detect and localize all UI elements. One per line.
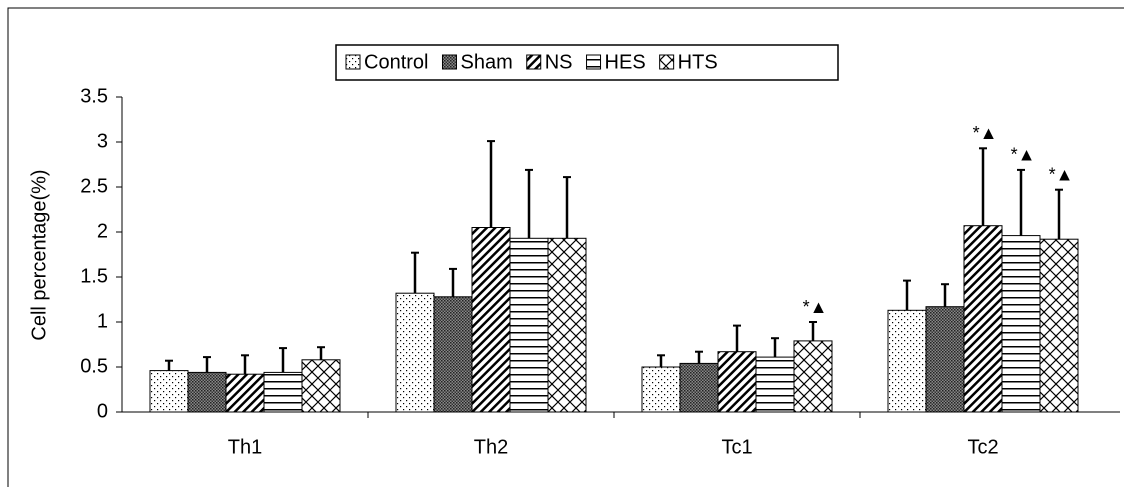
- bar: [301, 359, 341, 413]
- y-tick-label: 3: [97, 130, 108, 152]
- bar: [547, 237, 587, 413]
- bar: [471, 227, 511, 413]
- bar: [395, 292, 435, 413]
- legend-swatch: [659, 54, 675, 70]
- legend-swatch: [526, 54, 542, 70]
- legend-label: NS: [545, 51, 573, 73]
- legend-swatch: [441, 54, 457, 70]
- y-tick-label: 2: [97, 220, 108, 242]
- annotation: *▲: [1011, 145, 1036, 165]
- annotation: *▲: [803, 297, 828, 317]
- legend-label: Control: [364, 51, 428, 73]
- bar: [509, 237, 549, 413]
- legend-label: HES: [605, 51, 646, 73]
- bar: [925, 306, 965, 413]
- x-tick-label: Th2: [474, 436, 508, 458]
- x-tick-label: Tc1: [721, 436, 752, 458]
- bar: [149, 370, 189, 413]
- y-tick-label: 1.5: [80, 265, 108, 287]
- annotation: *▲: [973, 123, 998, 143]
- y-tick-label: 0: [97, 400, 108, 422]
- bar: [963, 225, 1003, 413]
- legend-swatch: [345, 54, 361, 70]
- x-tick-label: Tc2: [967, 436, 998, 458]
- bar: [225, 373, 265, 413]
- legend-label: Sham: [460, 51, 512, 73]
- bar: [1039, 238, 1079, 413]
- bar: [187, 371, 227, 413]
- bar: [1001, 235, 1041, 413]
- legend-label: HTS: [678, 51, 718, 73]
- y-tick-label: 1: [97, 310, 108, 332]
- bar: [793, 340, 833, 413]
- bar: [887, 309, 927, 413]
- bar: [679, 362, 719, 413]
- bar: [717, 351, 757, 413]
- bar: [263, 371, 303, 413]
- x-tick-label: Th1: [228, 436, 262, 458]
- y-tick-label: 2.5: [80, 175, 108, 197]
- annotation: *▲: [1049, 164, 1074, 184]
- legend-swatch: [586, 54, 602, 70]
- y-tick-label: 0.5: [80, 355, 108, 377]
- bar: [755, 356, 795, 413]
- y-tick-label: 3.5: [80, 85, 108, 107]
- bar: [641, 366, 681, 413]
- y-axis-label: Cell percentage(%): [28, 169, 50, 340]
- bar: [433, 296, 473, 413]
- frame: [7, 7, 1124, 492]
